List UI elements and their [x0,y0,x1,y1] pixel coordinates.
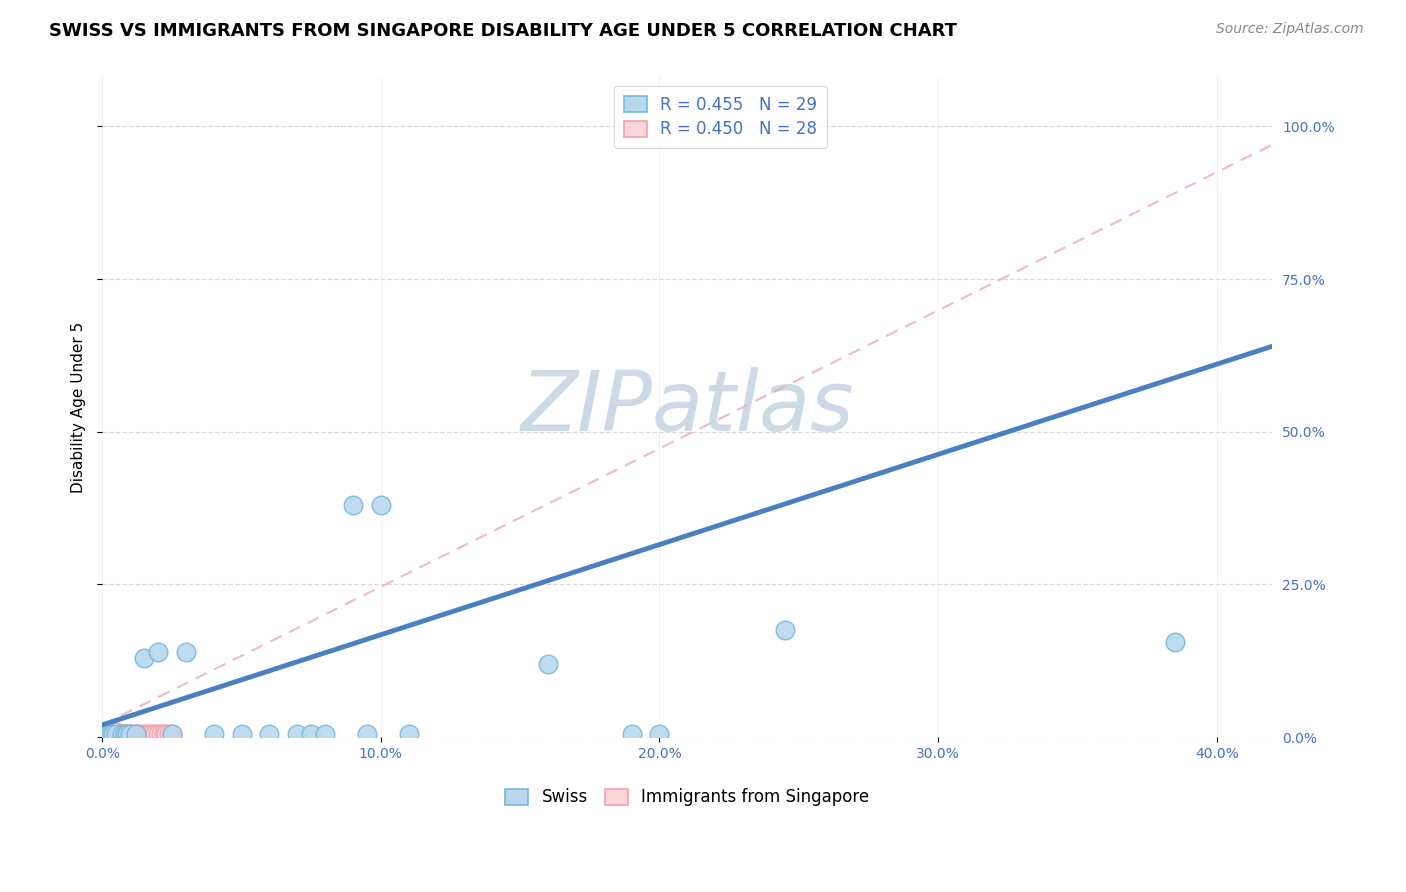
Point [105,727,128,741]
Point [120,727,142,741]
Text: Source: ZipAtlas.com: Source: ZipAtlas.com [1216,22,1364,37]
Point [138,727,160,741]
Point [259,727,281,741]
Point [100,727,122,741]
Point [231,727,253,741]
Point [160,727,183,741]
Point [103,727,125,741]
Point [141,727,163,741]
Point [114,727,136,741]
Point [114,727,136,741]
Point [157,727,180,741]
Point [103,725,125,739]
Point [174,644,197,658]
Point [105,725,128,739]
Point [117,727,139,741]
Point [105,727,128,741]
Point [398,727,420,741]
Point [120,727,142,741]
Point [127,727,149,741]
Text: SWISS VS IMMIGRANTS FROM SINGAPORE DISABILITY AGE UNDER 5 CORRELATION CHART: SWISS VS IMMIGRANTS FROM SINGAPORE DISAB… [49,22,957,40]
Point [94,727,117,741]
Point [108,727,131,741]
Point [773,624,796,638]
Point [124,727,146,741]
Y-axis label: Disability Age Under 5: Disability Age Under 5 [72,322,86,493]
Point [97,727,120,741]
Point [648,727,671,741]
Point [103,727,125,741]
Point [1164,635,1187,649]
Point [111,727,134,741]
Point [160,727,183,741]
Point [124,727,146,741]
Text: ZIPatlas: ZIPatlas [520,367,853,448]
Point [299,727,322,741]
Point [135,727,157,741]
Point [314,727,336,741]
Point [155,727,177,741]
Point [143,727,166,741]
Point [342,498,364,512]
Point [620,727,643,741]
Point [132,727,155,741]
Point [149,727,172,741]
Point [146,644,169,658]
Point [537,657,560,671]
Point [94,727,117,741]
Point [285,727,308,741]
Point [97,727,120,741]
Point [356,727,378,741]
Point [129,727,152,741]
Point [152,727,174,741]
Point [100,727,122,741]
Point [132,650,155,665]
Point [370,498,392,512]
Point [111,727,134,741]
Point [121,727,143,741]
Point [117,727,139,741]
Legend: Swiss, Immigrants from Singapore: Swiss, Immigrants from Singapore [499,781,876,814]
Point [146,727,169,741]
Point [202,727,225,741]
Point [100,725,122,739]
